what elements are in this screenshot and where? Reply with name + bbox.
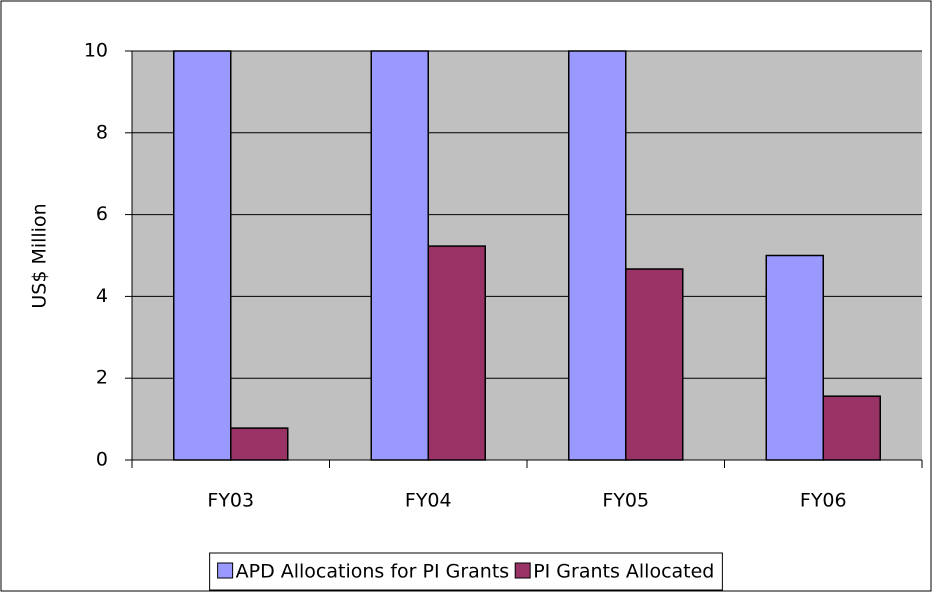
y-tick-label: 2	[96, 367, 108, 389]
bar	[822, 395, 881, 461]
legend-box	[209, 552, 723, 591]
x-tick-label: FY03	[207, 490, 254, 512]
x-tick-label: FY06	[800, 490, 847, 512]
bar	[568, 50, 627, 461]
legend-label: APD Allocations for PI Grants	[236, 561, 510, 583]
y-tick-label: 6	[96, 203, 108, 225]
axes: 0 2 4 6 8 10 FY03 FY04 FY05 FY06	[84, 40, 923, 512]
bar	[230, 427, 289, 461]
bar	[173, 50, 232, 461]
legend-label: PI Grants Allocated	[533, 561, 714, 583]
y-tick-label: 8	[96, 121, 108, 143]
y-tick-label: 0	[96, 449, 108, 471]
x-tick-label: FY04	[405, 490, 452, 512]
legend-swatch	[514, 562, 531, 579]
bar	[625, 268, 684, 461]
y-axis-label: US$ Million	[29, 203, 51, 308]
bars	[173, 50, 881, 461]
y-tick-label: 10	[84, 40, 108, 62]
bar	[427, 245, 486, 461]
y-tick-label: 4	[96, 285, 108, 307]
x-tick-label: FY05	[602, 490, 649, 512]
legend-swatch	[217, 562, 234, 579]
bar	[370, 50, 429, 461]
legend: APD Allocations for PI Grants PI Grants A…	[209, 552, 723, 591]
bar	[765, 254, 824, 461]
